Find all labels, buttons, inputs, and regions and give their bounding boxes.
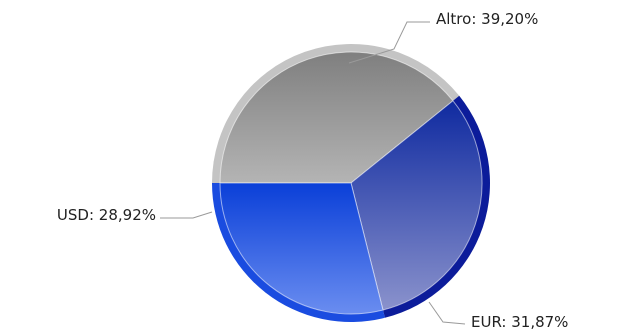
- pie-slice-eur: [350, 100, 483, 311]
- slice-label-eur: EUR: 31,87%: [471, 313, 568, 331]
- leader-line-usd: [160, 211, 213, 219]
- pie-slice-usd: [219, 182, 384, 315]
- slice-label-altro: Altro: 39,20%: [436, 10, 538, 28]
- pie-slices: [212, 44, 490, 323]
- slice-labels: Altro: 39,20% EUR: 31,87% USD: 28,92%: [57, 10, 569, 331]
- leader-lines: [160, 21, 466, 325]
- leader-line-eur: [428, 301, 466, 325]
- slice-label-usd: USD: 28,92%: [57, 206, 156, 224]
- pie-slice-altro: [219, 51, 454, 184]
- leader-line-altro: [348, 21, 430, 64]
